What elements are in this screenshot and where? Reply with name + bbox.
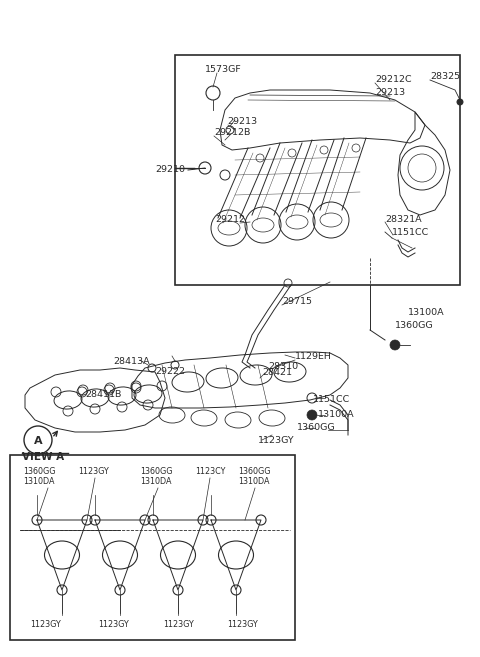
Text: 28325: 28325 <box>430 72 460 81</box>
Text: 1310DA: 1310DA <box>23 477 55 486</box>
Text: 1151CC: 1151CC <box>313 395 350 404</box>
Text: 1123GY: 1123GY <box>98 620 129 629</box>
Text: 29213: 29213 <box>227 117 257 126</box>
Text: 29222: 29222 <box>155 367 185 376</box>
Text: 29210: 29210 <box>155 165 185 174</box>
Text: 29212B: 29212B <box>214 128 251 137</box>
Text: 29715: 29715 <box>282 297 312 306</box>
Text: 1123GY: 1123GY <box>78 467 109 476</box>
Text: 28321A: 28321A <box>385 215 421 224</box>
Text: 1573GF: 1573GF <box>205 65 242 74</box>
Text: 28421: 28421 <box>262 368 292 377</box>
Text: 1360GG: 1360GG <box>238 467 271 476</box>
Text: 29212C: 29212C <box>375 75 412 84</box>
Text: 1123CY: 1123CY <box>195 467 226 476</box>
Circle shape <box>307 410 317 420</box>
Circle shape <box>390 340 400 350</box>
Text: 1123GY: 1123GY <box>227 620 258 629</box>
Text: 29213: 29213 <box>375 88 405 97</box>
Text: 1123GY: 1123GY <box>163 620 194 629</box>
Text: 28413A: 28413A <box>113 357 150 366</box>
Text: 28310: 28310 <box>268 362 298 371</box>
Text: 1129EH: 1129EH <box>295 352 332 361</box>
Text: 1360GG: 1360GG <box>297 423 336 432</box>
Circle shape <box>457 99 463 105</box>
Text: 28411B: 28411B <box>85 390 121 399</box>
Text: 13100A: 13100A <box>408 308 444 317</box>
Text: 29212: 29212 <box>215 215 245 224</box>
Text: 1310DA: 1310DA <box>238 477 269 486</box>
Text: A: A <box>34 436 42 446</box>
Text: 1123GY: 1123GY <box>258 436 295 445</box>
Text: 1360GG: 1360GG <box>395 321 433 330</box>
Text: 13100A: 13100A <box>318 410 355 419</box>
Text: 1360GG: 1360GG <box>23 467 56 476</box>
Text: 1151CC: 1151CC <box>392 228 429 237</box>
Text: 1310DA: 1310DA <box>140 477 171 486</box>
Text: 1123GY: 1123GY <box>30 620 61 629</box>
Text: VIEW A: VIEW A <box>22 452 64 462</box>
Text: 1360GG: 1360GG <box>140 467 172 476</box>
